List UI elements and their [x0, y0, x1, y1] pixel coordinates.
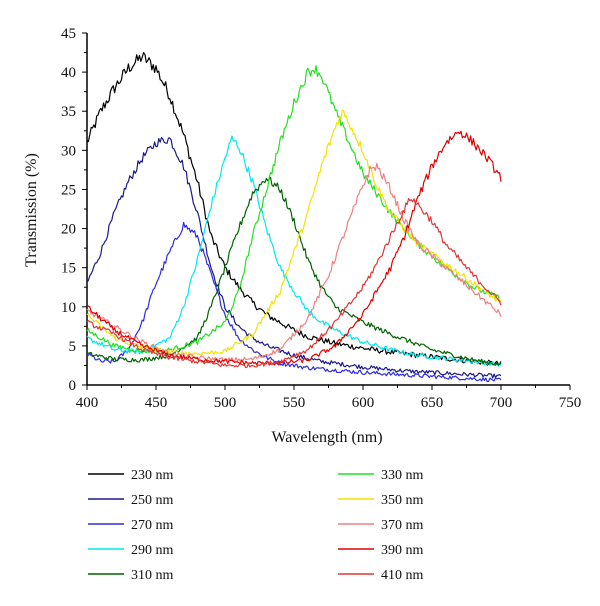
- x-tick-label: 700: [490, 395, 513, 411]
- series-line-8: [86, 130, 502, 366]
- series-lines: [86, 52, 502, 383]
- series-line-7: [86, 162, 502, 363]
- legend-label: 250 nm: [131, 493, 174, 508]
- series-line-4: [86, 176, 502, 366]
- series-line-5: [86, 65, 502, 354]
- legend-label: 370 nm: [381, 518, 424, 533]
- y-tick-label: 15: [61, 261, 76, 277]
- legend-label: 230 nm: [131, 468, 174, 483]
- x-tick-label: 400: [76, 395, 99, 411]
- tick-labels: 400 450 500 550 600 650 700 750 0 5 10 15 20 25 30 35 40…: [61, 26, 581, 411]
- chart-axes: [86, 33, 570, 386]
- series-line-3: [86, 135, 502, 367]
- x-tick-label: 550: [283, 395, 306, 411]
- legend-label: 390 nm: [381, 543, 424, 558]
- legend-label: 330 nm: [381, 468, 424, 483]
- legend-label: 310 nm: [131, 568, 174, 583]
- series-line-1: [86, 136, 502, 379]
- y-tick-label: 20: [61, 222, 76, 238]
- y-tick-label: 5: [69, 339, 77, 355]
- x-tick-label: 450: [145, 395, 168, 411]
- series-line-9: [86, 197, 502, 369]
- legend-label: 410 nm: [381, 568, 424, 583]
- y-tick-label: 40: [61, 65, 76, 81]
- legend: 230 nm 250 nm 270 nm 290 nm 310 nm 330 nm 350 …: [88, 468, 424, 583]
- y-axis-label: Transmission (%): [23, 153, 40, 267]
- legend-label: 350 nm: [381, 493, 424, 508]
- y-tick-label: 35: [61, 104, 76, 120]
- series-line-0: [86, 52, 502, 366]
- legend-label: 290 nm: [131, 543, 174, 558]
- series-line-2: [86, 221, 502, 383]
- legend-label: 270 nm: [131, 518, 174, 533]
- x-tick-label: 600: [352, 395, 375, 411]
- y-tick-label: 10: [61, 300, 76, 316]
- x-tick-label: 500: [214, 395, 237, 411]
- y-tick-label: 30: [61, 143, 76, 159]
- y-tick-label: 45: [61, 26, 76, 42]
- x-tick-label: 650: [421, 395, 444, 411]
- y-tick-label: 0: [69, 378, 77, 394]
- series-line-6: [86, 109, 502, 356]
- y-tick-label: 25: [61, 182, 76, 198]
- x-axis-label: Wavelength (nm): [271, 429, 382, 446]
- x-tick-label: 750: [559, 395, 582, 411]
